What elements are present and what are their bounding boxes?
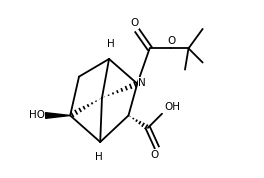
Text: N: N — [138, 78, 146, 88]
Text: OH: OH — [165, 102, 181, 112]
Text: O: O — [168, 36, 176, 46]
Text: HO: HO — [29, 111, 45, 121]
Text: O: O — [151, 150, 159, 160]
Polygon shape — [45, 113, 70, 118]
Text: H: H — [95, 152, 102, 162]
Text: O: O — [130, 18, 139, 28]
Text: H: H — [107, 39, 115, 49]
